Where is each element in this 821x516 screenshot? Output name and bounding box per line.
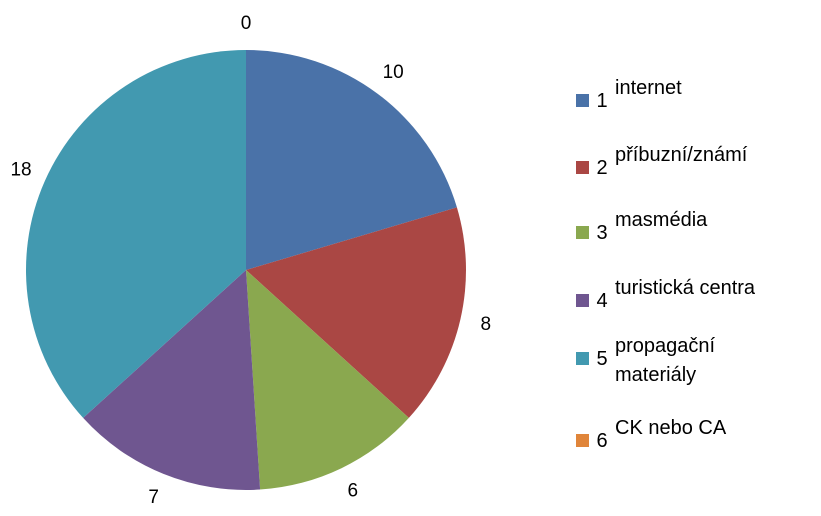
legend-label: CK nebo CA	[615, 417, 727, 439]
legend-entry: 2 příbuzní/známí	[576, 144, 815, 180]
legend-label: masmédia	[615, 209, 708, 231]
legend-swatch	[576, 94, 589, 107]
pie-slice	[25, 50, 246, 418]
pie-slice	[83, 270, 261, 490]
legend-label: turistická centra	[615, 277, 756, 299]
legend-swatch	[576, 434, 589, 447]
legend-entry: 6 CK nebo CA	[576, 417, 815, 453]
legend-number: 1	[596, 90, 608, 112]
legend-entry: 5 propagační materiály	[576, 335, 745, 390]
legend-number: 5	[596, 348, 608, 370]
legend-number: 4	[596, 290, 608, 312]
pie-slice	[246, 50, 457, 270]
legend-number: 2	[596, 157, 608, 179]
pie-slice	[246, 207, 466, 418]
legend-entry: 4 turistická centra	[576, 277, 815, 313]
legend-number: 6	[596, 430, 608, 452]
data-label: 8	[481, 314, 492, 335]
legend-label: propagační materiály	[615, 335, 716, 386]
legend-label: internet	[615, 77, 682, 99]
legend-label: příbuzní/známí	[615, 144, 748, 166]
legend-swatch	[576, 161, 589, 174]
legend-swatch	[576, 226, 589, 239]
data-label: 18	[10, 159, 31, 180]
data-label: 10	[383, 62, 404, 83]
data-label: 6	[347, 481, 358, 502]
legend-number: 3	[596, 222, 608, 244]
data-label: 0	[241, 13, 252, 34]
legend-swatch	[576, 294, 589, 307]
legend-swatch	[576, 352, 589, 365]
data-label: 7	[148, 487, 159, 508]
pie-slice	[246, 270, 409, 490]
legend-entry: 3 masmédia	[576, 209, 815, 245]
legend-entry: 1 internet	[576, 77, 815, 113]
